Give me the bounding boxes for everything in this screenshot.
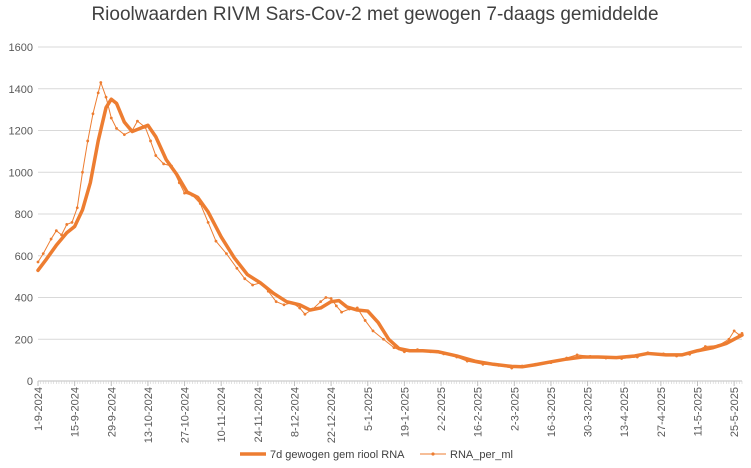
y-tick-label: 200 [15, 334, 33, 346]
data-point [115, 127, 118, 130]
data-point [65, 223, 69, 226]
x-tick-label: 10-11-2024 [216, 387, 228, 442]
data-point [99, 81, 103, 84]
data-point [162, 162, 166, 166]
y-tick-label: 600 [15, 251, 33, 263]
series-line [36, 97, 744, 369]
data-point [109, 116, 113, 120]
data-point [149, 139, 152, 143]
x-tick-label: 29-9-2024 [106, 387, 118, 437]
x-tick-label: 27-10-2024 [180, 387, 192, 443]
x-tick-label: 1-9-2024 [33, 387, 45, 431]
data-point [49, 237, 53, 241]
legend-label-weighted: 7d gewogen gem riool RNA [270, 449, 405, 461]
data-point [75, 206, 79, 210]
series-layer [36, 81, 744, 370]
data-point [235, 266, 239, 270]
y-axis-ticks: 0 200 400 600 800 1000 1200 1400 1600 [9, 42, 33, 388]
x-tick-label: 25-5-2025 [729, 387, 741, 437]
legend-label-rna: RNA_per_ml [450, 449, 513, 461]
x-tick-label: 13-4-2025 [619, 387, 631, 437]
data-point [319, 300, 323, 304]
series-rna-per-ml [36, 81, 744, 370]
data-point [41, 252, 45, 256]
data-point [732, 329, 736, 333]
data-point [70, 220, 74, 224]
data-point [340, 310, 343, 314]
y-tick-label: 800 [15, 209, 33, 221]
x-tick-label: 16-2-2025 [473, 387, 485, 437]
x-tick-label: 2-2-2025 [436, 387, 448, 431]
data-point [81, 170, 84, 174]
data-point [382, 337, 385, 341]
data-point [96, 91, 100, 95]
series-weighted-average [36, 97, 744, 369]
data-point [251, 283, 255, 287]
grid [38, 46, 742, 340]
data-point [183, 191, 186, 195]
data-point [329, 297, 333, 300]
legend-marker-rna [431, 452, 435, 456]
data-point [298, 306, 302, 310]
data-point [225, 252, 228, 256]
data-point [206, 220, 210, 224]
x-tick-label: 15-9-2024 [70, 387, 82, 437]
data-point [86, 139, 90, 143]
data-point [91, 112, 95, 116]
x-tick-label: 11-5-2025 [693, 387, 705, 436]
y-tick-label: 1000 [9, 167, 33, 179]
data-point [303, 312, 307, 316]
x-axis: 1-9-2024 15-9-2024 29-9-2024 13-10-2024 27-1… [33, 380, 743, 443]
data-point [136, 119, 139, 123]
x-tick-label: 27-4-2025 [656, 387, 668, 437]
data-point [274, 300, 278, 304]
data-point [575, 353, 579, 357]
data-point [243, 277, 247, 281]
chart-title: Rioolwaarden RIVM Sars-Cov-2 met gewogen… [91, 4, 658, 25]
data-point [36, 260, 40, 264]
data-point [363, 319, 367, 322]
x-tick-label: 5-1-2025 [363, 387, 375, 431]
data-point [154, 154, 158, 157]
x-tick-label: 19-1-2025 [399, 387, 411, 437]
data-point [214, 239, 218, 243]
x-tick-label: 16-3-2025 [546, 387, 558, 437]
data-point [54, 229, 58, 233]
x-tick-label: 8-12-2024 [289, 387, 301, 437]
x-tick-label: 13-10-2024 [143, 387, 155, 443]
data-point [371, 329, 375, 333]
data-point [282, 303, 286, 307]
x-tick-label: 30-3-2025 [583, 387, 595, 437]
data-point [324, 296, 328, 299]
y-tick-label: 400 [15, 293, 33, 305]
y-tick-label: 0 [27, 376, 33, 388]
y-tick-label: 1200 [9, 126, 33, 138]
x-tick-label: 22-12-2024 [326, 387, 338, 443]
data-point [104, 95, 108, 99]
legend: 7d gewogen gem riool RNA RNA_per_ml [240, 449, 513, 461]
y-tick-label: 1600 [9, 42, 33, 54]
x-tick-label: 2-3-2025 [509, 387, 521, 431]
y-tick-label: 1400 [9, 84, 33, 96]
data-point [122, 133, 126, 137]
x-tick-label: 24-11-2024 [253, 387, 265, 442]
data-point [334, 304, 338, 308]
